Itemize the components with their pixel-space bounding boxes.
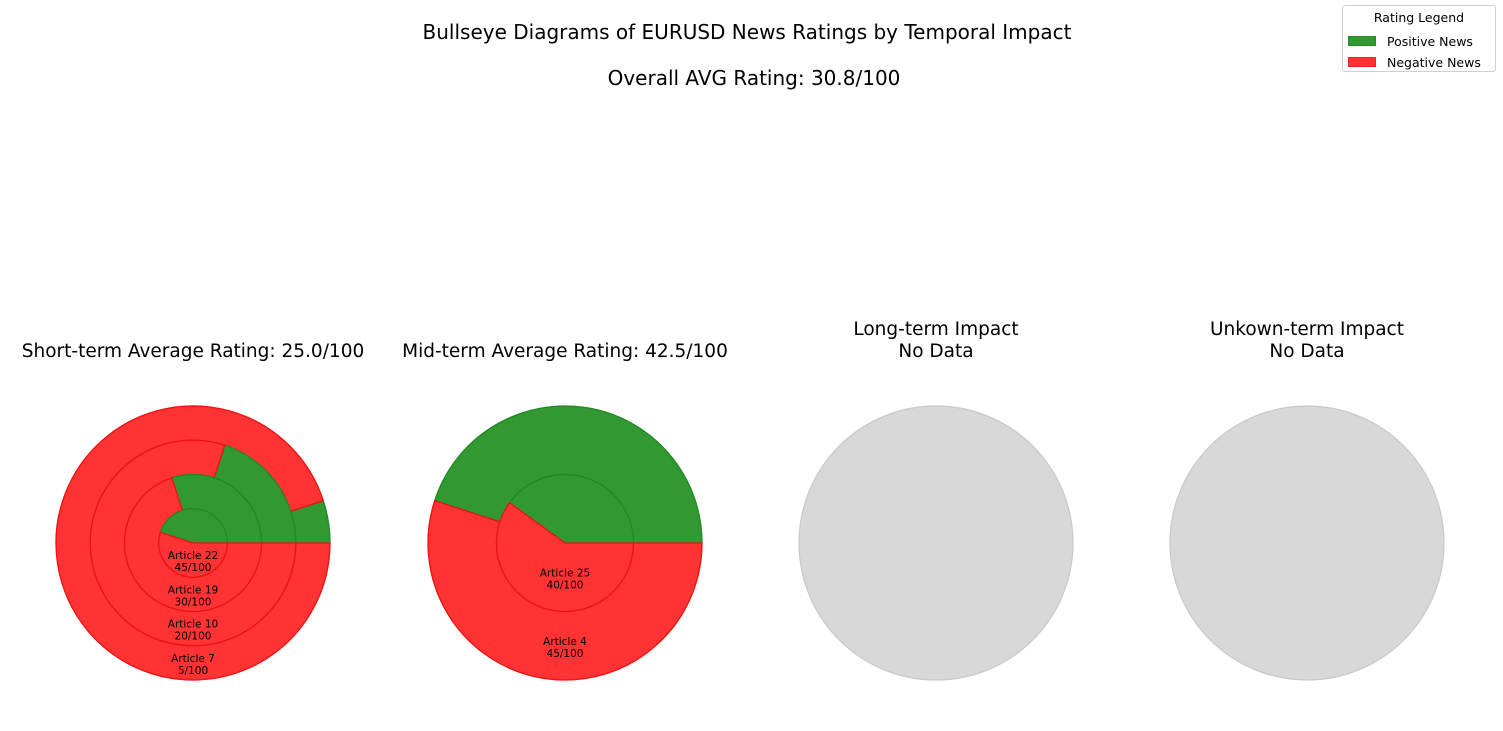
legend-item-negative: Negative News (1348, 54, 1481, 70)
ring-0-positive-wedge (508, 473, 635, 544)
ring-3-label: Article 7 5/100 (171, 653, 215, 677)
figure-subtitle: Overall AVG Rating: 30.8/100 (608, 66, 901, 90)
ring-1-label: Article 19 30/100 (168, 584, 218, 608)
ring-0-negative-wedge (158, 531, 228, 578)
bullseye-panel-1: Mid-term Average Rating: 42.5/100 Article… (402, 341, 728, 681)
legend-title: Rating Legend (1373, 10, 1465, 25)
ring-0-label: Article 25 40/100 (540, 567, 590, 591)
legend: Rating Legend Positive News Negative New… (1342, 5, 1496, 72)
panel-title: Unkown-term Impact No Data (1210, 319, 1404, 362)
panel-title: Long-term Impact No Data (853, 319, 1018, 362)
ring-0-negative-wedge (495, 501, 635, 613)
empty-bullseye (798, 405, 1074, 681)
legend-label-negative: Negative News (1387, 54, 1481, 70)
panel-title: Mid-term Average Rating: 42.5/100 (402, 341, 728, 362)
ring-0-positive-wedge (159, 508, 228, 544)
ring-0-label: Article 22 45/100 (168, 550, 218, 574)
legend-swatch-negative (1348, 57, 1376, 67)
empty-bullseye (1169, 405, 1445, 681)
legend-swatch-positive (1348, 36, 1376, 46)
legend-item-positive: Positive News (1348, 33, 1473, 49)
ring-1-label: Article 4 45/100 (543, 636, 587, 660)
bullseye-panels: Short-term Average Rating: 25.0/100 Artic… (22, 319, 1445, 681)
bullseye-panel-0: Short-term Average Rating: 25.0/100 Artic… (22, 341, 365, 681)
bullseye-panel-2: Long-term Impact No Data (798, 319, 1074, 681)
ring-2-label: Article 10 20/100 (168, 619, 218, 643)
legend-label-positive: Positive News (1387, 33, 1473, 49)
bullseye-panel-3: Unkown-term Impact No Data (1169, 319, 1445, 681)
panel-title: Short-term Average Rating: 25.0/100 (22, 341, 365, 362)
figure-title: Bullseye Diagrams of EURUSD News Ratings… (423, 20, 1072, 44)
